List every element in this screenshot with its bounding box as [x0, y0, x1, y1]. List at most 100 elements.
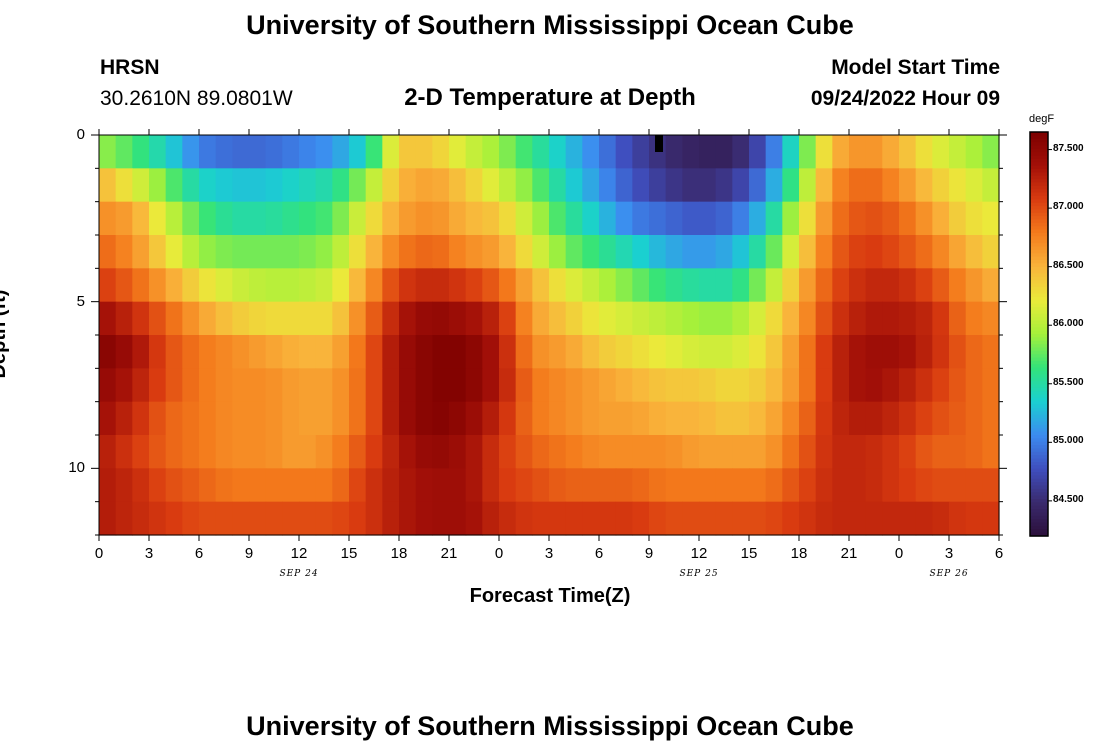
heatmap-cell: [915, 501, 933, 536]
heatmap-cell: [165, 468, 183, 503]
heatmap-cell: [132, 468, 150, 503]
heatmap-cell: [465, 301, 483, 336]
heatmap-cell: [182, 401, 200, 436]
heatmap-cell: [182, 301, 200, 336]
heatmap-cell: [165, 301, 183, 336]
colorbar-segment: [1030, 327, 1048, 332]
colorbar-segment: [1030, 280, 1048, 285]
heatmap-cell: [649, 335, 667, 369]
heatmap-cell: [349, 135, 367, 169]
colorbar-segment: [1030, 132, 1048, 136]
heatmap-cell: [732, 401, 750, 436]
colorbar-segment: [1030, 259, 1048, 264]
heatmap-cell: [599, 168, 617, 203]
heatmap-cell: [499, 268, 517, 303]
heatmap-cell: [649, 435, 667, 469]
heatmap-cell: [799, 468, 817, 503]
heatmap-cell: [599, 201, 617, 236]
colorbar-segment: [1030, 509, 1048, 514]
heatmap-cell: [299, 301, 317, 336]
heatmap-cell: [432, 501, 450, 536]
heatmap-cell: [582, 268, 600, 303]
heatmap-cell: [749, 168, 767, 203]
heatmap-cell: [549, 501, 567, 536]
heatmap-cell: [365, 335, 383, 369]
heatmap-cell: [732, 235, 750, 269]
heatmap-cell: [265, 335, 283, 369]
heatmap-cell: [982, 235, 1000, 269]
heatmap-cell: [332, 335, 350, 369]
heatmap-cell: [415, 135, 433, 169]
heatmap-cell: [149, 368, 167, 403]
heatmap-cell: [882, 501, 900, 536]
heatmap-cell: [265, 501, 283, 536]
colorbar-segment: [1030, 424, 1048, 429]
heatmap-cell: [749, 268, 767, 303]
heatmap-cell: [532, 168, 550, 203]
colorbar-segment: [1030, 212, 1048, 217]
heatmap-cell: [399, 268, 417, 303]
heatmap-cell: [232, 435, 250, 469]
heatmap-cell: [149, 401, 167, 436]
heatmap-cell: [582, 401, 600, 436]
heatmap-cell: [899, 168, 917, 203]
heatmap-cell: [249, 268, 267, 303]
heatmap-cell: [899, 501, 917, 536]
heatmap-cell: [215, 201, 233, 236]
heatmap-cell: [699, 301, 717, 336]
heatmap-cell: [499, 301, 517, 336]
colorbar-segment: [1030, 371, 1048, 375]
heatmap-cell: [182, 335, 200, 369]
heatmap-cell: [649, 201, 667, 236]
heatmap-cell: [632, 368, 650, 403]
colorbar-segment: [1030, 216, 1048, 221]
heatmap-cell: [632, 235, 650, 269]
heatmap-cell: [282, 468, 300, 503]
colorbar-segment: [1030, 138, 1048, 143]
heatmap-cell: [549, 268, 567, 303]
heatmap-cell: [415, 368, 433, 403]
heatmap-cell: [465, 268, 483, 303]
heatmap-cell: [649, 235, 667, 269]
heatmap-cell: [832, 301, 850, 336]
heatmap-cell: [865, 368, 883, 403]
heatmap-cell: [449, 268, 467, 303]
heatmap-cell: [949, 501, 967, 536]
station-coords: 30.2610N 89.0801W: [100, 87, 293, 110]
heatmap-cell: [599, 301, 617, 336]
colorbar-segment: [1030, 202, 1048, 207]
colorbar-segment: [1030, 233, 1048, 237]
heatmap-cell: [782, 501, 800, 536]
heatmap-cell: [365, 301, 383, 336]
heatmap-cell: [849, 268, 867, 303]
heatmap-cell: [549, 235, 567, 269]
colorbar-segment: [1030, 357, 1048, 362]
heatmap-cell: [882, 301, 900, 336]
heatmap-cell: [799, 135, 817, 169]
heatmap-cell: [982, 135, 1000, 169]
heatmap-cell: [199, 468, 217, 503]
x-tick-label: 3: [544, 545, 554, 562]
heatmap-cell: [665, 435, 683, 469]
heatmap-cell: [365, 201, 383, 236]
heatmap-cell: [432, 135, 450, 169]
heatmap-cell: [649, 501, 667, 536]
heatmap-cell: [415, 201, 433, 236]
heatmap-cell: [632, 401, 650, 436]
heatmap-cell: [349, 168, 367, 203]
colorbar-segment: [1030, 135, 1048, 140]
heatmap-cell: [182, 235, 200, 269]
heatmap-cell: [349, 201, 367, 236]
heatmap-cell: [449, 301, 467, 336]
colorbar-segment: [1030, 300, 1048, 305]
heatmap-cell: [315, 435, 333, 469]
heatmap-cell: [249, 135, 267, 169]
heatmap-cell: [865, 135, 883, 169]
heatmap-cell: [565, 335, 583, 369]
colorbar-segment: [1030, 249, 1048, 254]
colorbar-segment: [1030, 492, 1048, 497]
colorbar-segment: [1030, 142, 1048, 147]
heatmap-cell: [899, 135, 917, 169]
page-title: University of Southern Mississippi Ocean…: [246, 10, 854, 40]
heatmap-cell: [382, 401, 400, 436]
